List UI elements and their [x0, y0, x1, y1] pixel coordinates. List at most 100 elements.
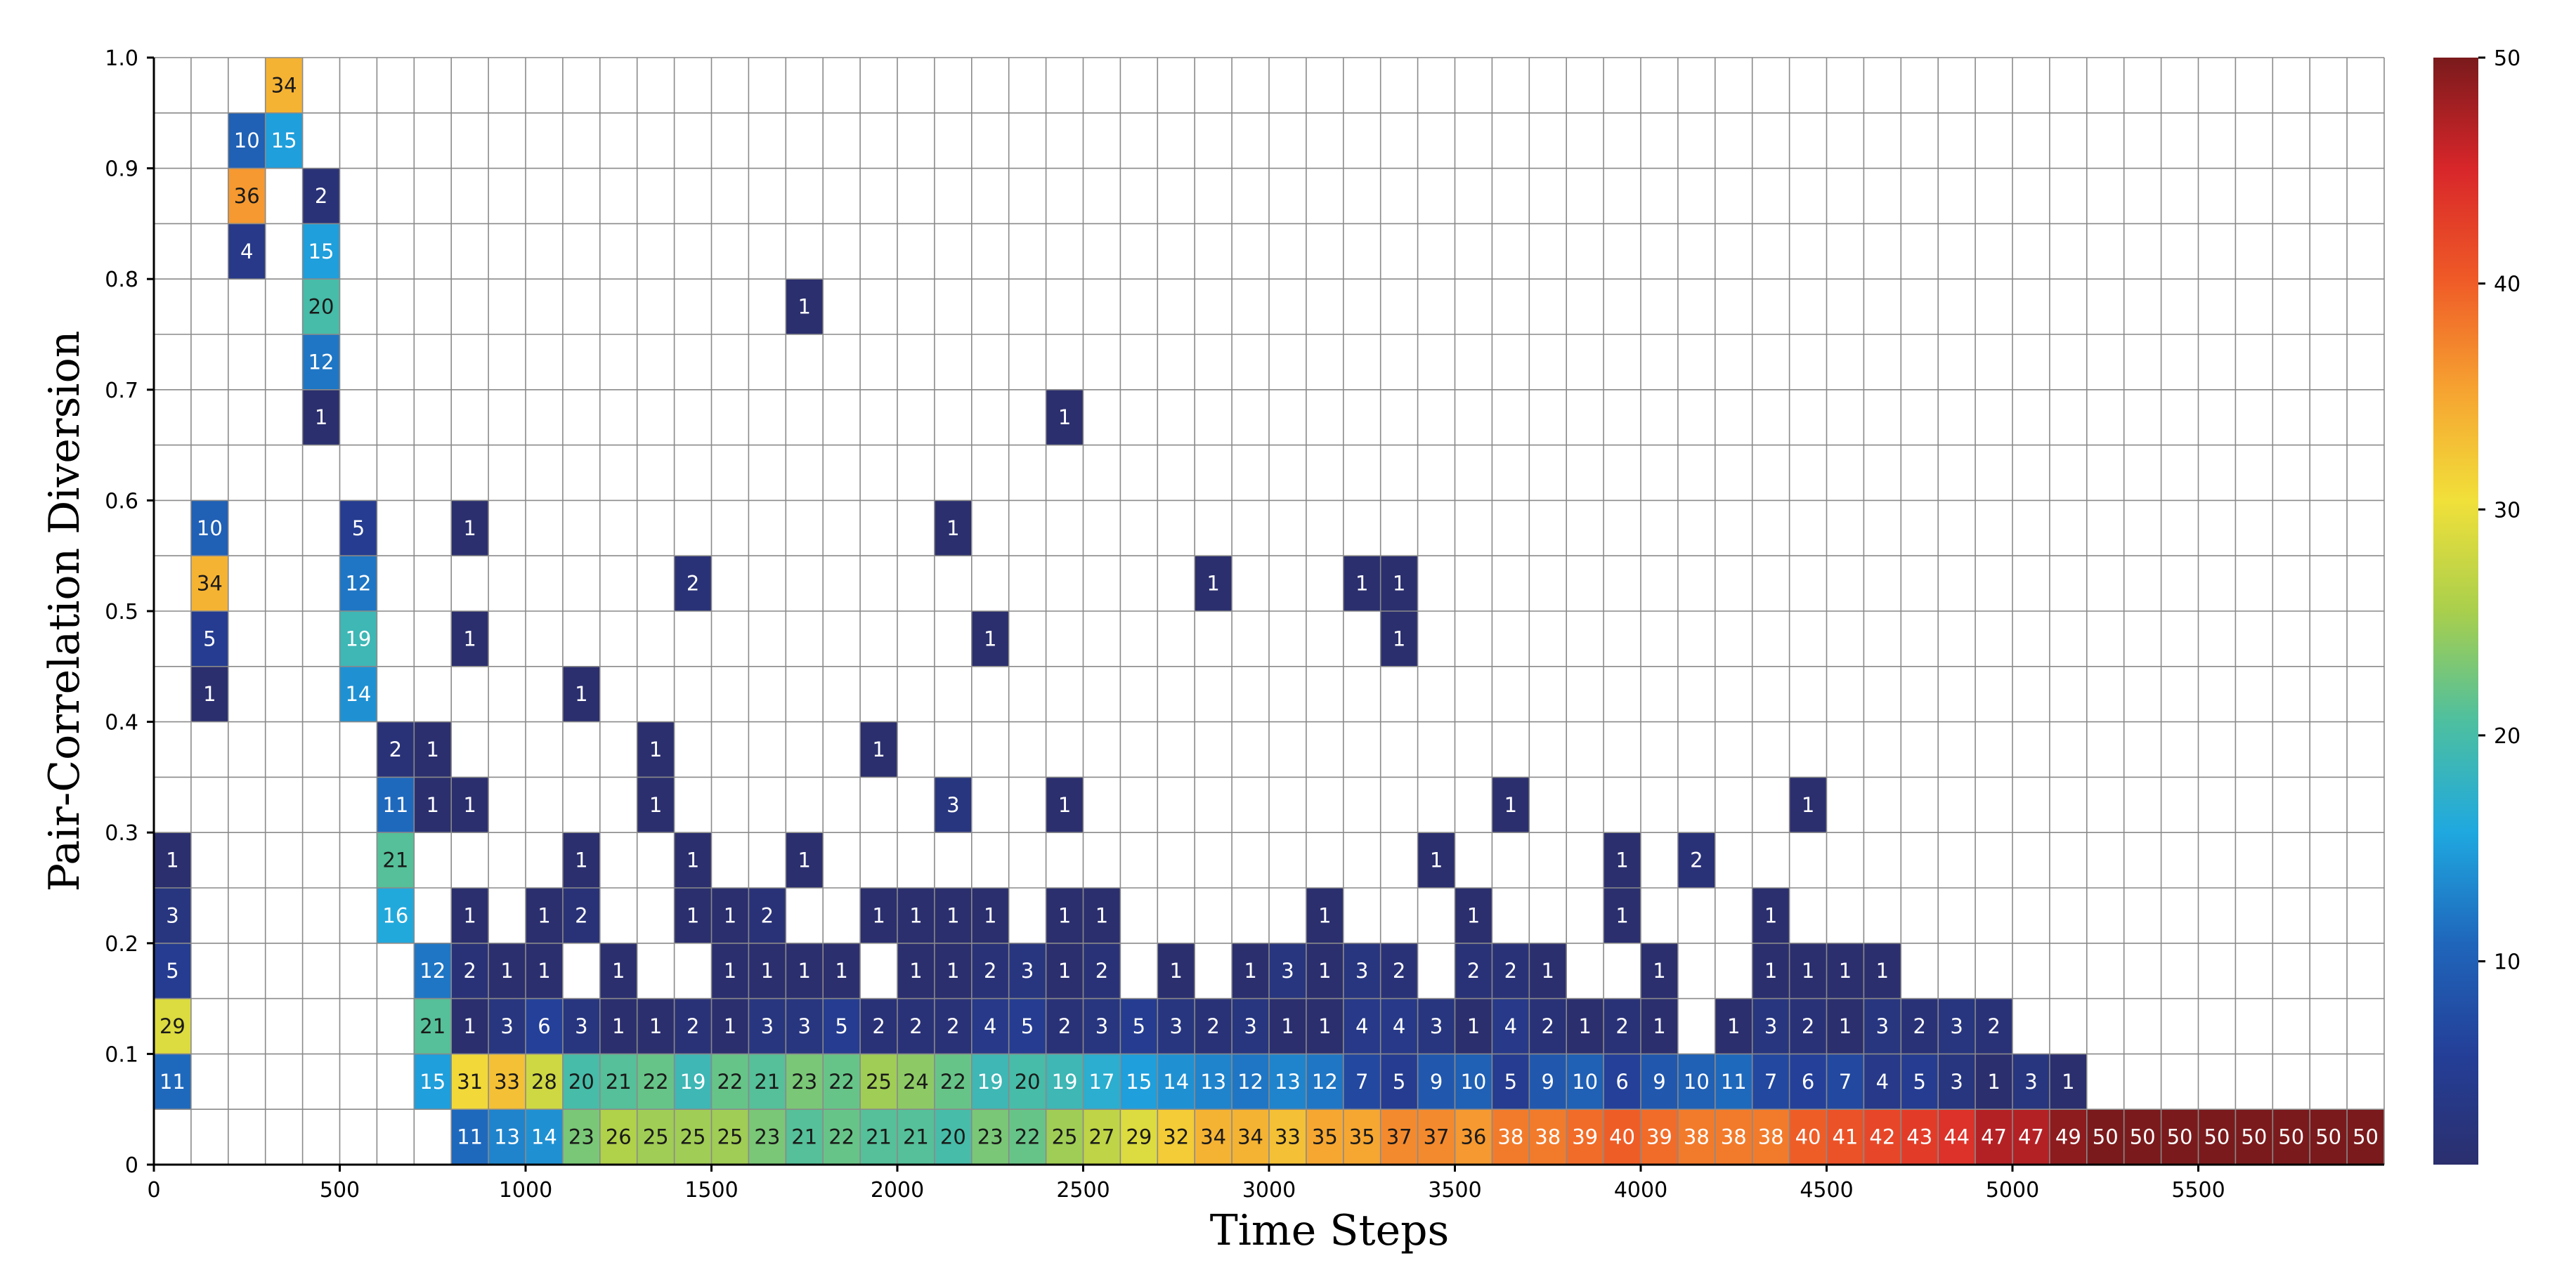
cell-value-label: 19	[1052, 1070, 1078, 1094]
heatmap-cell	[934, 888, 972, 943]
cell-value-label: 2	[1058, 1014, 1071, 1038]
heatmap-cell	[451, 777, 489, 833]
heatmap-cell	[971, 943, 1009, 999]
heatmap-cell	[1083, 998, 1121, 1054]
cell-value-label: 34	[197, 572, 223, 596]
y-tick-label: 1.0	[105, 46, 138, 71]
cell-value-label: 3	[166, 903, 178, 927]
cell-value-label: 5	[1133, 1014, 1145, 1038]
heatmap-cell	[897, 943, 935, 999]
cell-value-label: 23	[754, 1125, 780, 1149]
heatmap-cell	[1232, 998, 1269, 1054]
heatmap-cell	[488, 1054, 526, 1110]
heatmap-cell	[637, 721, 675, 778]
cell-value-label: 19	[680, 1070, 706, 1094]
y-tick-label: 0.6	[105, 489, 138, 513]
heatmap-cell	[1938, 1109, 1976, 1165]
cell-value-label: 3	[1281, 959, 1294, 983]
cell-value-label: 2	[315, 184, 327, 208]
cell-value-label: 1	[687, 849, 699, 872]
cell-value-label: 7	[1764, 1070, 1777, 1094]
cell-value-label: 1	[909, 903, 922, 927]
heatmap-cell	[971, 611, 1009, 667]
heatmap-cell	[1752, 1109, 1790, 1165]
heatmap-cell	[1566, 998, 1604, 1054]
cell-value-label: 4	[240, 240, 253, 263]
cell-value-label: 5	[1393, 1070, 1405, 1094]
heatmap-cell	[1343, 1109, 1381, 1165]
heatmap-cell	[897, 1109, 935, 1165]
cell-value-label: 9	[1653, 1070, 1665, 1094]
cell-value-label: 21	[754, 1070, 780, 1094]
cell-value-label: 14	[1163, 1070, 1189, 1094]
heatmap-cell	[1789, 1109, 1827, 1165]
heatmap-cell	[154, 943, 191, 999]
heatmap-cell	[154, 888, 191, 943]
heatmap-cell	[1901, 1109, 1939, 1165]
cell-value-label: 1	[463, 1014, 476, 1038]
heatmap-cell	[934, 943, 972, 999]
heatmap-cell	[971, 888, 1009, 943]
cell-value-label: 36	[1460, 1125, 1486, 1149]
cell-value-label: 21	[791, 1125, 817, 1149]
heatmap-cell	[599, 1054, 637, 1110]
heatmap-cell	[190, 611, 228, 667]
cell-value-label: 12	[1237, 1070, 1263, 1094]
heatmap-cell	[1863, 998, 1901, 1054]
cell-value-label: 20	[940, 1125, 966, 1149]
heatmap-cell	[1492, 1109, 1530, 1165]
x-tick-label: 4000	[1614, 1178, 1667, 1203]
heatmap-cell	[1083, 888, 1121, 943]
cell-value-label: 5	[1913, 1070, 1926, 1094]
heatmap-cell	[302, 334, 340, 390]
cell-value-label: 1	[798, 295, 811, 319]
heatmap-cell	[786, 998, 824, 1054]
cell-value-label: 32	[1163, 1125, 1189, 1149]
cell-value-label: 37	[1386, 1125, 1412, 1149]
heatmap-cell	[1492, 998, 1530, 1054]
heatmap-cell	[562, 832, 600, 888]
heatmap-cell	[265, 58, 303, 113]
cell-value-label: 3	[798, 1014, 811, 1038]
cell-value-label: 50	[2204, 1125, 2230, 1149]
cell-value-label: 1	[1839, 1014, 1852, 1038]
cell-value-label: 50	[2353, 1125, 2379, 1149]
cell-value-label: 1	[575, 682, 587, 706]
cell-value-label: 25	[717, 1125, 743, 1149]
heatmap-cell	[1677, 1109, 1715, 1165]
heatmap-grid	[153, 57, 2385, 1165]
cell-value-label: 10	[1684, 1070, 1710, 1094]
y-tick-label: 0.3	[105, 821, 138, 846]
heatmap-cell	[1195, 998, 1232, 1054]
heatmap-cell	[154, 1054, 191, 1110]
cell-value-label: 43	[1906, 1125, 1932, 1149]
cell-value-label: 1	[1727, 1014, 1740, 1038]
cell-value-label: 3	[1876, 1014, 1889, 1038]
heatmap-cell	[1046, 998, 1084, 1054]
cell-value-label: 2	[1467, 959, 1480, 983]
heatmap-cell	[823, 1109, 861, 1165]
cell-value-label: 19	[345, 627, 371, 650]
cell-value-label: 1	[649, 738, 662, 761]
heatmap-cells	[154, 58, 2384, 1165]
heatmap-cell	[526, 1109, 563, 1165]
heatmap-cell	[1046, 777, 1084, 833]
cell-value-label: 1	[872, 738, 885, 761]
cell-value-label: 10	[1460, 1070, 1486, 1094]
cell-value-label: 3	[575, 1014, 587, 1038]
heatmap-cell	[637, 1054, 675, 1110]
heatmap-cell	[1455, 943, 1492, 999]
cell-value-label: 5	[1504, 1070, 1517, 1094]
cell-value-label: 3	[1950, 1014, 1963, 1038]
heatmap-cell	[1417, 1109, 1455, 1165]
cell-value-label: 2	[1802, 1014, 1814, 1038]
heatmap-cell	[414, 1054, 452, 1110]
x-tick-label: 4500	[1800, 1178, 1853, 1203]
cell-value-label: 5	[166, 959, 178, 983]
x-tick-label: 1000	[499, 1178, 552, 1203]
cell-value-label: 47	[1981, 1125, 2007, 1149]
heatmap-cell	[2347, 1109, 2384, 1165]
cell-value-label: 16	[382, 903, 408, 927]
cell-value-label: 15	[1126, 1070, 1152, 1094]
cell-value-label: 1	[1504, 793, 1517, 817]
